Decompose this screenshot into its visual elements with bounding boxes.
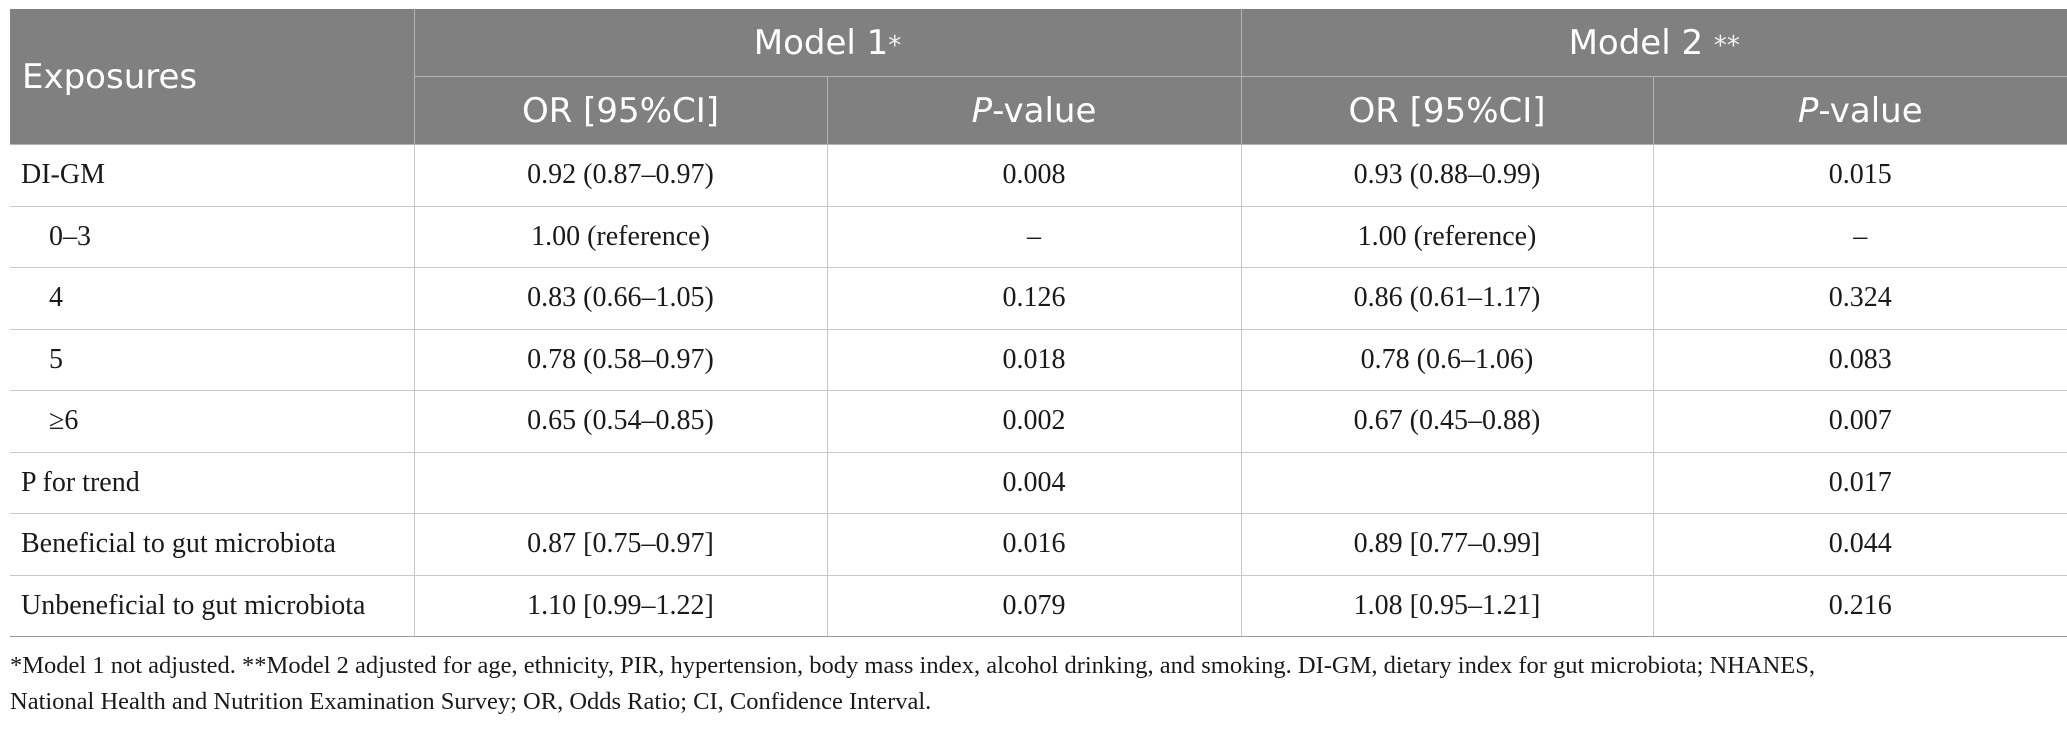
table-row: Beneficial to gut microbiota 0.87 [0.75–…	[10, 513, 2067, 576]
table-body: DI-GM 0.92 (0.87–0.97) 0.008 0.93 (0.88–…	[10, 144, 2067, 637]
cell-m2-or: 1.00 (reference)	[1241, 206, 1654, 268]
table-row: P for trend 0.004 0.017	[10, 452, 2067, 514]
results-table-container: Exposures Model 1* Model 2 ** OR [95%CI]…	[10, 9, 2067, 637]
table-row: Unbeneficial to gut microbiota 1.10 [0.9…	[10, 575, 2067, 637]
table-row: DI-GM 0.92 (0.87–0.97) 0.008 0.93 (0.88–…	[10, 144, 2067, 207]
header-m1-or: OR [95%CI]	[414, 76, 828, 145]
header-row-2: OR [95%CI] P-value OR [95%CI] P-value	[10, 76, 2067, 145]
table-row: ≥6 0.65 (0.54–0.85) 0.002 0.67 (0.45–0.8…	[10, 390, 2067, 453]
cell-m2-or: 0.86 (0.61–1.17)	[1241, 267, 1654, 330]
row-label: 0–3	[10, 206, 415, 268]
row-label: DI-GM	[10, 144, 415, 207]
row-label: ≥6	[10, 390, 415, 453]
cell-m1-or: 0.83 (0.66–1.05)	[414, 267, 828, 330]
cell-m2-or: 0.93 (0.88–0.99)	[1241, 144, 1654, 207]
cell-m2-or: 0.78 (0.6–1.06)	[1241, 329, 1654, 391]
cell-m2-p: –	[1653, 206, 2067, 268]
cell-m2-p: 0.017	[1653, 452, 2067, 514]
cell-m2-or: 0.89 [0.77–0.99]	[1241, 513, 1654, 576]
cell-m2-or: 0.67 (0.45–0.88)	[1241, 390, 1654, 453]
header-model-2-mark: **	[1713, 30, 1740, 61]
footnote-line-2: National Health and Nutrition Examinatio…	[10, 688, 932, 715]
cell-m1-p: 0.079	[827, 575, 1242, 637]
table-row: 4 0.83 (0.66–1.05) 0.126 0.86 (0.61–1.17…	[10, 267, 2067, 330]
table-row: 5 0.78 (0.58–0.97) 0.018 0.78 (0.6–1.06)…	[10, 329, 2067, 391]
header-model-1-mark: *	[888, 30, 902, 61]
cell-m1-p: 0.004	[827, 452, 1242, 514]
cell-m1-p: 0.016	[827, 513, 1242, 576]
results-table: Exposures Model 1* Model 2 ** OR [95%CI]…	[10, 9, 2067, 637]
table-footnote: *Model 1 not adjusted. **Model 2 adjuste…	[10, 648, 2050, 720]
header-m1-p-italic: P	[971, 90, 993, 131]
cell-m2-p: 0.083	[1653, 329, 2067, 391]
cell-m2-p: 0.044	[1653, 513, 2067, 576]
cell-m2-p: 0.015	[1653, 144, 2067, 207]
header-m2-p-suffix: -value	[1818, 90, 1923, 131]
cell-m2-p: 0.324	[1653, 267, 2067, 330]
header-model-2: Model 2 **	[1241, 9, 2067, 77]
cell-m1-or: 0.92 (0.87–0.97)	[414, 144, 828, 207]
header-m1-p-suffix: -value	[992, 90, 1097, 131]
header-m1-p: P-value	[827, 76, 1242, 145]
header-model-1: Model 1*	[414, 9, 1242, 77]
table-row: 0–3 1.00 (reference) – 1.00 (reference) …	[10, 206, 2067, 268]
cell-m1-or	[414, 452, 828, 514]
cell-m1-p: –	[827, 206, 1242, 268]
row-label: P for trend	[10, 452, 415, 514]
cell-m2-or: 1.08 [0.95–1.21]	[1241, 575, 1654, 637]
cell-m1-p: 0.008	[827, 144, 1242, 207]
header-m2-or: OR [95%CI]	[1241, 76, 1654, 145]
header-exposures: Exposures	[10, 9, 415, 145]
cell-m1-or: 0.78 (0.58–0.97)	[414, 329, 828, 391]
row-label: 5	[10, 329, 415, 391]
cell-m2-or	[1241, 452, 1654, 514]
header-row-1: Exposures Model 1* Model 2 **	[10, 9, 2067, 145]
cell-m1-or: 1.10 [0.99–1.22]	[414, 575, 828, 637]
header-m2-p-italic: P	[1797, 90, 1819, 131]
cell-m1-or: 0.65 (0.54–0.85)	[414, 390, 828, 453]
header-exposures-label: Exposures	[22, 56, 198, 97]
cell-m1-p: 0.002	[827, 390, 1242, 453]
row-label: Unbeneficial to gut microbiota	[10, 575, 415, 637]
row-label: Beneficial to gut microbiota	[10, 513, 415, 576]
cell-m2-p: 0.216	[1653, 575, 2067, 637]
cell-m2-p: 0.007	[1653, 390, 2067, 453]
header-m2-or-label: OR [95%CI]	[1348, 90, 1546, 131]
cell-m1-p: 0.126	[827, 267, 1242, 330]
cell-m1-or: 0.87 [0.75–0.97]	[414, 513, 828, 576]
header-m1-or-label: OR [95%CI]	[521, 90, 720, 131]
cell-m1-p: 0.018	[827, 329, 1242, 391]
footnote-line-1: *Model 1 not adjusted. **Model 2 adjuste…	[10, 652, 1815, 679]
header-m2-p: P-value	[1653, 76, 2067, 145]
table-header: Exposures Model 1* Model 2 ** OR [95%CI]…	[10, 9, 2067, 145]
cell-m1-or: 1.00 (reference)	[414, 206, 828, 268]
row-label: 4	[10, 267, 415, 330]
header-model-2-label: Model 2	[1568, 22, 1704, 63]
header-model-1-label: Model 1	[753, 22, 889, 63]
